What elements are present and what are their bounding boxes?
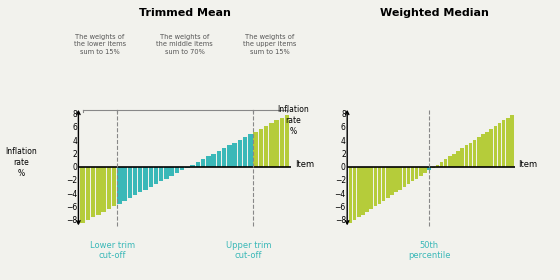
- Bar: [419, 167, 423, 176]
- Bar: [117, 167, 122, 204]
- Bar: [353, 167, 356, 220]
- Bar: [349, 167, 352, 223]
- Bar: [357, 167, 361, 218]
- Bar: [154, 167, 158, 184]
- Bar: [448, 157, 451, 167]
- Bar: [386, 167, 390, 198]
- Bar: [190, 165, 195, 167]
- Bar: [170, 167, 174, 176]
- Text: The weights of
the upper items
sum to 15%: The weights of the upper items sum to 15…: [243, 34, 297, 55]
- Bar: [133, 167, 137, 195]
- Bar: [138, 167, 142, 192]
- Bar: [175, 167, 179, 173]
- Bar: [489, 129, 493, 167]
- Bar: [452, 154, 456, 167]
- Bar: [259, 129, 263, 167]
- Text: Weighted Median: Weighted Median: [380, 8, 488, 18]
- Bar: [407, 167, 410, 184]
- Bar: [510, 115, 514, 167]
- Text: Trimmed Mean: Trimmed Mean: [139, 8, 231, 18]
- Bar: [465, 145, 468, 167]
- Text: Inflation
rate
%: Inflation rate %: [277, 105, 309, 136]
- Bar: [469, 143, 472, 167]
- Bar: [403, 167, 406, 187]
- Bar: [195, 162, 200, 167]
- Bar: [253, 132, 258, 167]
- Text: The weights of
the lower items
sum to 15%: The weights of the lower items sum to 15…: [73, 34, 125, 55]
- Bar: [415, 167, 418, 179]
- Bar: [279, 118, 284, 167]
- Bar: [370, 167, 373, 209]
- Bar: [217, 151, 221, 167]
- Text: Lower trim
cut-off: Lower trim cut-off: [90, 241, 135, 260]
- Bar: [456, 151, 460, 167]
- Bar: [112, 167, 116, 206]
- Bar: [237, 140, 242, 167]
- Bar: [423, 167, 427, 173]
- Bar: [377, 167, 381, 204]
- Bar: [248, 134, 253, 167]
- Bar: [128, 167, 132, 198]
- Bar: [361, 167, 365, 215]
- Bar: [382, 167, 385, 201]
- Bar: [101, 167, 106, 212]
- Bar: [481, 134, 485, 167]
- Text: Upper trim
cut-off: Upper trim cut-off: [226, 241, 272, 260]
- Bar: [227, 145, 232, 167]
- Text: Inflation
rate
%: Inflation rate %: [6, 147, 38, 178]
- Bar: [232, 143, 237, 167]
- Bar: [143, 167, 148, 190]
- Bar: [436, 165, 439, 167]
- Bar: [498, 123, 501, 167]
- Bar: [486, 132, 489, 167]
- Bar: [374, 167, 377, 206]
- Bar: [180, 167, 184, 170]
- Bar: [274, 120, 279, 167]
- Bar: [212, 154, 216, 167]
- Bar: [506, 118, 510, 167]
- Bar: [86, 167, 90, 220]
- Text: 50th
percentile: 50th percentile: [408, 241, 450, 260]
- Bar: [390, 167, 394, 195]
- Bar: [285, 115, 289, 167]
- Bar: [398, 167, 402, 190]
- Bar: [477, 137, 480, 167]
- Bar: [264, 126, 268, 167]
- Bar: [269, 123, 273, 167]
- Bar: [148, 167, 153, 187]
- Bar: [440, 162, 444, 167]
- Bar: [164, 167, 169, 179]
- Text: Item: Item: [295, 160, 314, 169]
- Bar: [206, 157, 211, 167]
- Bar: [365, 167, 369, 212]
- Text: Item: Item: [518, 160, 537, 169]
- Text: The weights of
the middle items
sum to 70%: The weights of the middle items sum to 7…: [156, 34, 213, 55]
- Bar: [394, 167, 398, 192]
- Bar: [106, 167, 111, 209]
- Bar: [243, 137, 248, 167]
- Bar: [159, 167, 164, 181]
- Bar: [201, 159, 206, 167]
- Bar: [222, 148, 226, 167]
- Bar: [493, 126, 497, 167]
- Bar: [473, 140, 477, 167]
- Bar: [460, 148, 464, 167]
- Bar: [81, 167, 85, 223]
- Bar: [91, 167, 95, 218]
- Bar: [427, 167, 431, 170]
- Bar: [411, 167, 414, 181]
- Bar: [502, 120, 505, 167]
- Bar: [444, 159, 447, 167]
- Bar: [122, 167, 127, 201]
- Bar: [96, 167, 101, 215]
